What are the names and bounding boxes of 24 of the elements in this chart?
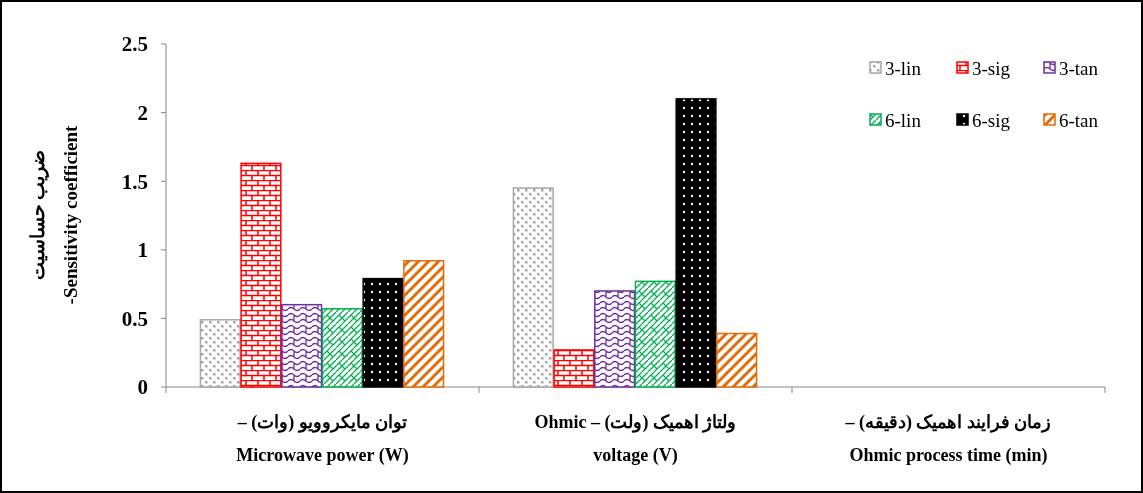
bar <box>553 349 595 388</box>
y-tick-label: 1 <box>137 238 148 263</box>
bar <box>716 332 758 388</box>
y-tick-label: 2 <box>137 100 148 125</box>
y-tick-label: 0.5 <box>121 306 148 331</box>
legend-label: 3-tan <box>1059 57 1099 79</box>
bar <box>512 187 554 388</box>
bar <box>403 260 445 388</box>
legend-label: 3-lin <box>885 57 922 79</box>
bar <box>199 319 241 388</box>
bar <box>634 280 676 388</box>
y-tick-label: 1.5 <box>121 169 148 194</box>
bar <box>240 162 282 388</box>
legend-label: 6-tan <box>1059 109 1099 131</box>
bar <box>675 98 717 388</box>
bar <box>321 308 363 388</box>
legend-label: 6-lin <box>885 109 922 131</box>
legend-label: 3-sig <box>972 57 1011 79</box>
y-tick-label: 0 <box>137 375 148 400</box>
y-tick-label: 2.5 <box>121 32 148 57</box>
legend-label: 6-sig <box>972 109 1011 131</box>
bar <box>594 290 636 388</box>
bar <box>281 303 323 388</box>
bar <box>362 277 404 388</box>
